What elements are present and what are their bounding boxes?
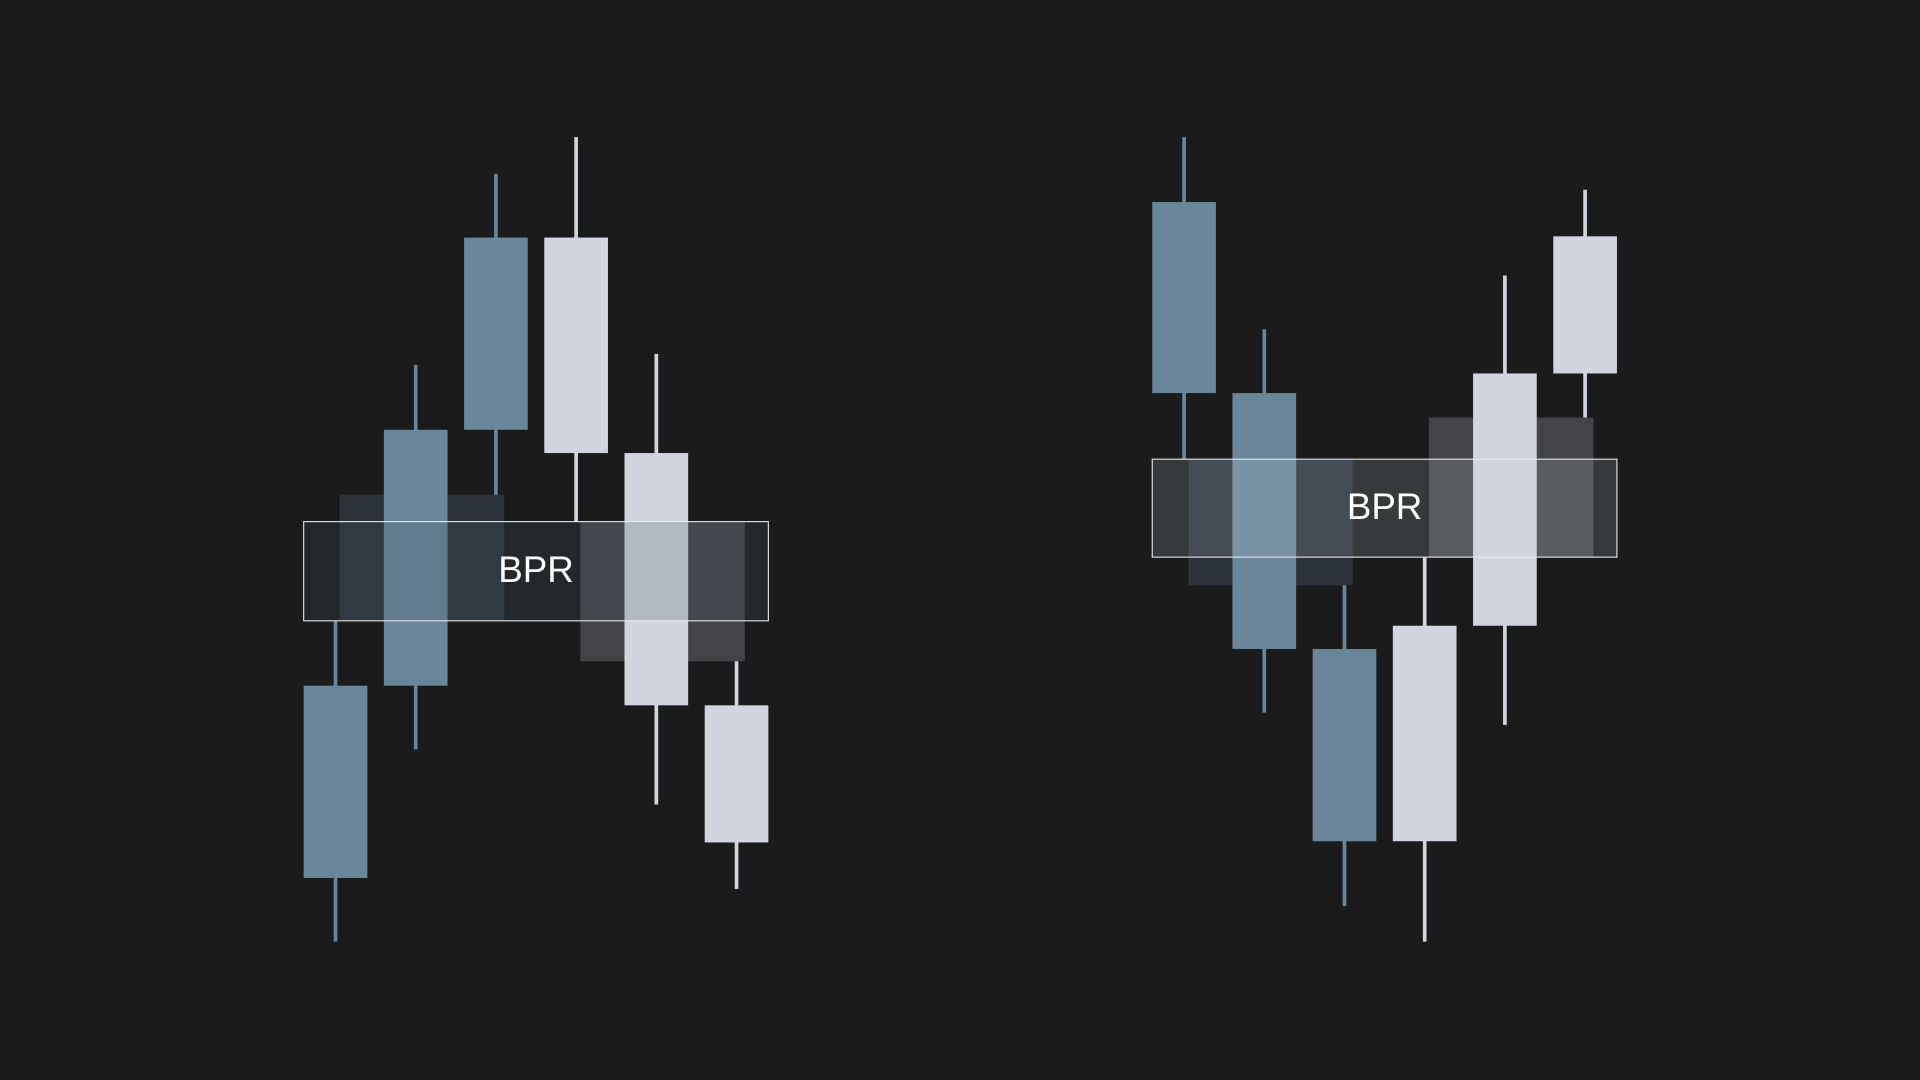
candle-body	[704, 705, 769, 843]
candle-body	[303, 685, 368, 878]
bpr-zone	[303, 521, 769, 622]
candle-body	[1473, 373, 1537, 626]
candle-body	[464, 237, 528, 430]
candle-body	[1232, 393, 1297, 649]
zone-label: BPR	[498, 549, 574, 590]
candle-body	[1312, 648, 1377, 842]
candle-body	[1392, 625, 1457, 842]
candle-body	[383, 429, 448, 686]
zone-label: BPR	[1347, 486, 1423, 527]
candle-body	[624, 453, 689, 706]
bpr-zone	[1151, 458, 1618, 558]
candle-body	[1152, 202, 1216, 394]
candle-body	[544, 237, 608, 454]
candle-body	[1553, 236, 1617, 374]
